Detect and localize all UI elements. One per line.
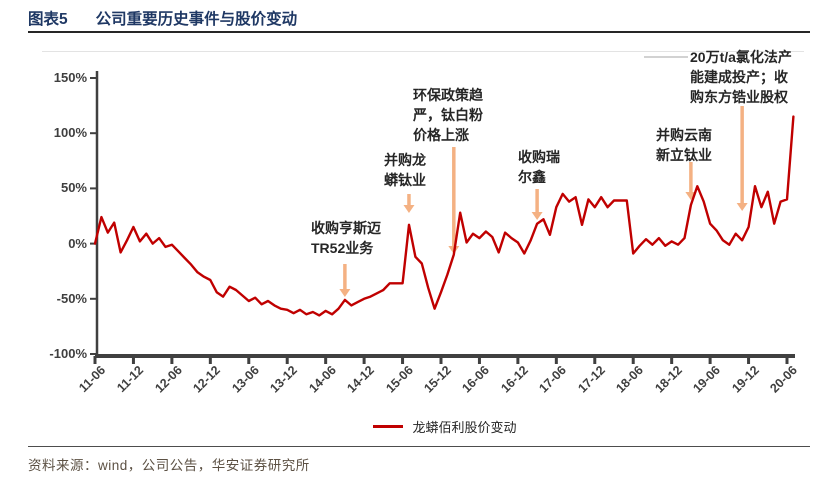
y-axis-label: 0% (68, 235, 87, 251)
y-axis-label: 150% (53, 70, 87, 85)
event-annotation-5: 并购云南 新立钛业 (656, 127, 712, 163)
price-line (93, 115, 795, 317)
source-note: 资料来源：wind，公司公告，华安证券研究所 (28, 458, 310, 473)
chart-legend: 龙蟒佰利股价变动 (95, 417, 795, 436)
y-axis-label: 50% (60, 180, 87, 196)
event-arrow-head (403, 205, 415, 213)
event-annotation-6: 20万t/a氯化法产 能建成投产；收 购东方锆业股权 (690, 49, 792, 105)
y-axis-label: 100% (53, 125, 87, 141)
legend-label: 龙蟒佰利股价变动 (412, 420, 517, 435)
y-axis-label: -100% (49, 346, 87, 361)
y-axis-label: -50% (56, 290, 87, 306)
figure-title: 公司重要历史事件与股价变动 (95, 11, 298, 28)
figure-header: 图表5 公司重要历史事件与股价变动 (28, 7, 297, 29)
footer-rule (28, 446, 810, 447)
event-arrow-head (531, 212, 543, 220)
figure-tag: 图表5 (28, 11, 68, 28)
legend-line-swatch (373, 425, 404, 428)
event-annotation-3: 环保政策趋 严，钛白粉 价格上涨 (413, 87, 483, 143)
event-annotation-2: 并购龙 蟒钛业 (384, 152, 426, 188)
event-annotation-4: 收购瑞 尔鑫 (518, 149, 560, 185)
event-arrow-head (736, 203, 748, 211)
chart-top-rule (42, 51, 804, 52)
event-arrow-head (339, 289, 351, 297)
event-annotation-1: 收购亨斯迈 TR52业务 (311, 220, 381, 256)
header-rule (28, 31, 810, 33)
